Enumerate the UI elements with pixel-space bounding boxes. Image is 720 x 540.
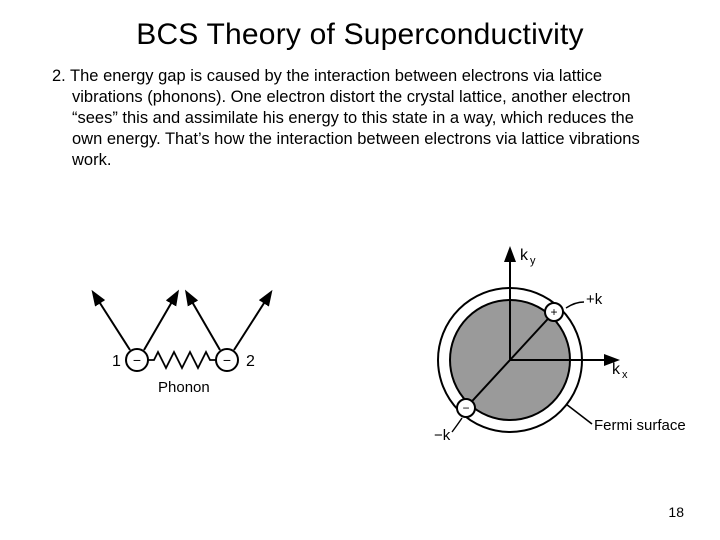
svg-text:−: − — [223, 352, 231, 368]
svg-text:−: − — [462, 401, 469, 415]
svg-text:x: x — [622, 369, 628, 381]
svg-text:−: − — [133, 352, 141, 368]
svg-text:y: y — [530, 255, 536, 267]
body-paragraph: 2. The energy gap is caused by the inter… — [20, 52, 720, 172]
svg-text:+: + — [550, 305, 557, 319]
minus-k-label: −k — [434, 427, 451, 444]
svg-text:k: k — [520, 247, 529, 264]
page-number: 18 — [668, 504, 684, 520]
fermi-label: Fermi surface — [594, 417, 686, 434]
plus-k-label: +k — [586, 291, 603, 308]
phonon-label: Phonon — [158, 379, 210, 396]
figures-area: − − 1 2 Phonon — [0, 240, 720, 490]
svg-text:k: k — [612, 361, 621, 378]
slide: BCS Theory of Superconductivity 2. The e… — [0, 0, 720, 540]
fermi-surface-diagram: + − k y k x +k −k Fermi surface — [390, 240, 690, 480]
label-2: 2 — [246, 353, 255, 370]
label-1: 1 — [112, 353, 121, 370]
page-title: BCS Theory of Superconductivity — [0, 0, 720, 52]
phonon-diagram: − − 1 2 Phonon — [70, 270, 300, 440]
